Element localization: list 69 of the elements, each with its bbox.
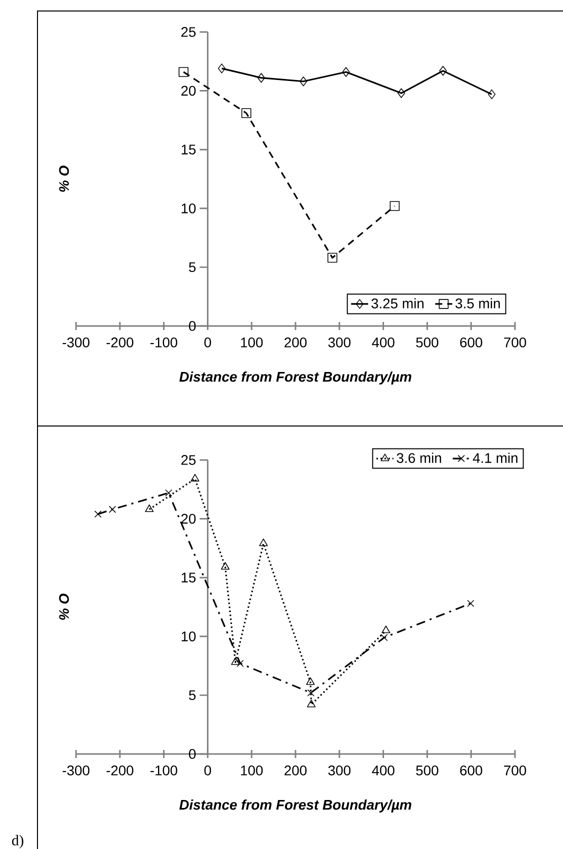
- point: [467, 600, 474, 608]
- point: [220, 562, 230, 570]
- x-tick-label: 700: [504, 338, 526, 348]
- point: [307, 689, 314, 696]
- y-tick-label: 20: [181, 86, 196, 96]
- y-tick-label: 15: [182, 572, 196, 582]
- x-tick-label: 300: [328, 338, 350, 348]
- point: [218, 64, 226, 74]
- y-tick-label: 10: [182, 631, 196, 642]
- point: [327, 252, 338, 263]
- point: [488, 89, 496, 100]
- point: [236, 660, 244, 668]
- x-axis-title: Distance from Forest Boundary/µm: [179, 371, 412, 384]
- y-tick-label: 5: [188, 690, 196, 700]
- x-tick-label: -100: [150, 338, 178, 348]
- x-tick-label: 0: [204, 338, 212, 348]
- y-tick-label: 5: [188, 262, 196, 272]
- point: [380, 634, 388, 642]
- y-tick-label: 25: [181, 27, 196, 37]
- point: [439, 66, 447, 76]
- point: [178, 67, 188, 77]
- point: [145, 504, 154, 512]
- x-tick-label: 500: [416, 766, 438, 776]
- y-tick-label: 15: [182, 144, 196, 154]
- x-tick-label: 500: [416, 338, 438, 348]
- legend-label: 4.1 min: [472, 452, 518, 463]
- y-tick-label: 25: [181, 455, 196, 465]
- x-tick-label: 100: [241, 766, 263, 776]
- x-tick-label: 700: [504, 766, 526, 776]
- x-tick-label: 300: [328, 766, 350, 776]
- point: [398, 88, 406, 98]
- legend-label: 3.6 min: [396, 452, 442, 463]
- point: [257, 72, 266, 83]
- x-tick-label: 200: [284, 766, 307, 776]
- legend-label: 3.5 min: [456, 298, 500, 308]
- x-tick-label: -200: [106, 338, 134, 348]
- x-tick-label: 400: [372, 766, 394, 776]
- y-tick-label: 20: [181, 514, 196, 524]
- x-tick-label: -300: [62, 338, 90, 348]
- x-tick-label: 400: [372, 338, 394, 348]
- point: [165, 489, 172, 496]
- point: [190, 474, 200, 482]
- y-axis-title: % O: [59, 594, 69, 620]
- point: [241, 108, 252, 118]
- x-axis-title: Distance from Forest Boundary/µm: [179, 799, 412, 812]
- x-tick-label: -100: [150, 766, 178, 776]
- legend-label: 3.25 min: [371, 298, 424, 308]
- x-tick-label: -300: [62, 766, 90, 776]
- x-tick-label: 100: [241, 338, 263, 348]
- point: [306, 677, 315, 685]
- point: [342, 67, 350, 77]
- point: [300, 76, 308, 86]
- x-tick-label: 0: [204, 766, 212, 776]
- y-tick-label: 10: [182, 203, 196, 214]
- point: [259, 538, 268, 546]
- y-tick-label: 0: [188, 749, 196, 759]
- x-tick-label: 200: [284, 338, 307, 348]
- text: d): [12, 834, 24, 848]
- y-axis-title: % O: [59, 166, 69, 192]
- x-tick-label: -200: [106, 766, 134, 776]
- y-tick-label: 0: [188, 321, 196, 331]
- point: [390, 201, 400, 211]
- point: [231, 657, 240, 665]
- x-tick-label: 600: [460, 766, 482, 776]
- point: [108, 506, 116, 513]
- point: [94, 510, 102, 518]
- point: [382, 626, 390, 634]
- x-tick-label: 600: [460, 338, 482, 348]
- point: [307, 700, 316, 708]
